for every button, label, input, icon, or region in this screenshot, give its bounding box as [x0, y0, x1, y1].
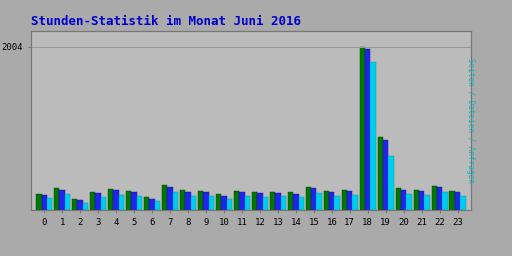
Bar — [83, 202, 88, 210]
Bar — [77, 200, 83, 210]
Bar — [90, 192, 95, 210]
Bar — [190, 196, 196, 210]
Bar — [144, 197, 150, 210]
Bar — [101, 197, 106, 210]
Bar — [47, 198, 52, 210]
Text: Stunden-Statistik im Monat Juni 2016: Stunden-Statistik im Monat Juni 2016 — [31, 15, 301, 28]
Bar — [414, 189, 419, 210]
Bar — [41, 195, 47, 210]
Bar — [270, 191, 275, 210]
Bar — [113, 190, 119, 210]
Bar — [401, 190, 407, 210]
Bar — [424, 195, 430, 210]
Bar — [455, 193, 460, 210]
Bar — [281, 197, 286, 210]
Bar — [432, 186, 437, 210]
Bar — [150, 198, 155, 210]
Bar — [252, 192, 257, 210]
Bar — [311, 188, 316, 210]
Bar — [324, 191, 329, 210]
Bar — [65, 194, 70, 210]
Bar — [275, 193, 281, 210]
Bar — [216, 195, 221, 210]
Bar — [377, 137, 383, 210]
Bar — [257, 193, 263, 210]
Bar — [359, 47, 365, 210]
Bar — [460, 196, 465, 210]
Bar — [54, 188, 59, 210]
Bar — [352, 195, 358, 210]
Bar — [162, 186, 167, 210]
Bar — [298, 197, 304, 210]
Bar — [329, 192, 334, 210]
Bar — [155, 201, 160, 210]
Bar — [137, 196, 142, 210]
Bar — [365, 49, 370, 210]
Bar — [437, 187, 442, 210]
Bar — [245, 196, 250, 210]
Bar — [419, 191, 424, 210]
Bar — [407, 194, 412, 210]
Bar — [450, 191, 455, 210]
Bar — [221, 196, 227, 210]
Bar — [180, 190, 185, 210]
Bar — [59, 189, 65, 210]
Bar — [370, 62, 376, 210]
Bar — [263, 197, 268, 210]
Bar — [132, 192, 137, 210]
Bar — [442, 192, 447, 210]
Bar — [306, 187, 311, 210]
Bar — [36, 194, 41, 210]
Bar — [209, 196, 214, 210]
Bar — [334, 196, 340, 210]
Bar — [95, 193, 101, 210]
Y-axis label: Seiten / Dateien / Anfragen: Seiten / Dateien / Anfragen — [466, 58, 475, 183]
Bar — [396, 188, 401, 210]
Bar — [288, 193, 293, 210]
Bar — [72, 199, 77, 210]
Bar — [227, 199, 232, 210]
Bar — [126, 191, 132, 210]
Bar — [203, 192, 209, 210]
Bar — [293, 194, 298, 210]
Bar — [342, 189, 347, 210]
Bar — [173, 192, 178, 210]
Bar — [347, 191, 352, 210]
Bar — [119, 195, 124, 210]
Bar — [234, 191, 239, 210]
Bar — [316, 193, 322, 210]
Bar — [167, 187, 173, 210]
Bar — [239, 192, 245, 210]
Bar — [383, 140, 389, 210]
Bar — [185, 191, 190, 210]
Bar — [389, 156, 394, 210]
Bar — [198, 191, 203, 210]
Bar — [108, 189, 113, 210]
